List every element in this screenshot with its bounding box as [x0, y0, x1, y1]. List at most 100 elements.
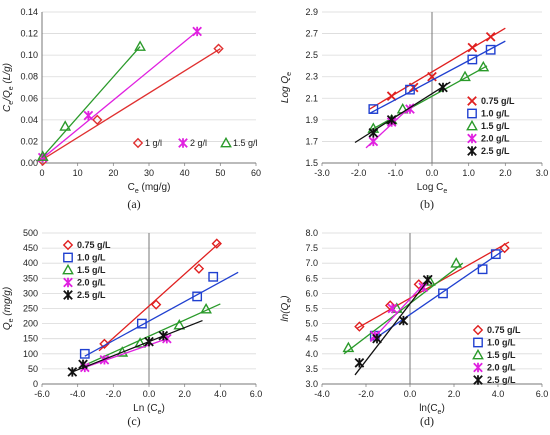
legend-marker	[132, 137, 144, 149]
legend-marker	[472, 324, 484, 336]
y-axis-label-part: C	[2, 104, 13, 112]
panel-label: (d)	[420, 414, 434, 428]
data-point	[211, 238, 222, 249]
x-axis-label-main: ln(C	[419, 403, 437, 414]
x-tick-label: -1.0	[388, 168, 404, 178]
y-tick-label: 300	[23, 288, 38, 298]
trend-line	[369, 40, 506, 114]
legend-marker	[472, 348, 484, 360]
y-axis-label-part: e	[8, 86, 15, 90]
legend-marker	[178, 138, 188, 148]
legend-label: 1.0 g/L	[487, 338, 516, 348]
series-b-4	[354, 81, 451, 144]
y-tick-label: 3.0	[305, 379, 318, 389]
legend-marker	[220, 136, 232, 148]
data-point	[173, 318, 186, 330]
data-point	[499, 242, 510, 254]
legend-marker	[63, 252, 73, 263]
legend-label: 1.0 g/L	[481, 109, 510, 119]
data-point	[485, 44, 496, 55]
data-point	[477, 264, 488, 275]
data-point	[136, 318, 147, 329]
x-tick-label: -2.0	[106, 389, 122, 399]
series-a-2	[36, 40, 146, 161]
legend-label: 0.75 g/L	[487, 325, 521, 335]
trend-line	[343, 262, 464, 355]
x-axis-label-sub: e	[438, 409, 442, 416]
trend-line	[41, 46, 141, 159]
y-tick-label: 0.02	[20, 136, 38, 146]
y-tick-label: 2.7	[305, 29, 318, 39]
legend-label: 2.0 g/L	[487, 363, 516, 373]
legend-label: 1.5 g/L	[487, 350, 516, 360]
data-point	[372, 333, 382, 344]
legend-label: 1 g/l	[145, 138, 162, 148]
data-point	[387, 303, 398, 314]
x-tick-label: 0.0	[143, 389, 156, 399]
x-tick-label: 2.0	[178, 389, 191, 399]
y-tick-label: 0.08	[20, 72, 38, 82]
x-axis-label: ln(Ce)	[419, 403, 445, 416]
data-point	[36, 150, 49, 161]
legend-label: 2.0 g/L	[77, 278, 106, 288]
data-point	[59, 120, 72, 131]
y-tick-label: 0.06	[20, 93, 38, 103]
y-tick-label: 6.5	[305, 273, 318, 283]
legend-label: 2.5 g/L	[77, 290, 106, 300]
x-tick-label: 40	[180, 168, 190, 178]
legend-marker	[466, 119, 478, 131]
x-tick-label: 0.0	[426, 168, 439, 178]
chart-panel-d: 3.0 3.5 4.0 4.5 5.0 5.5 6.0 6.5 7.0 7.5 8.0 -4.0 -2.…	[280, 228, 548, 428]
data-point	[438, 82, 448, 93]
y-tick-label: 4.5	[305, 334, 318, 344]
panel-label: (c)	[127, 414, 140, 428]
legend-marker	[63, 277, 73, 288]
legend-marker	[473, 375, 483, 385]
x-axis-label-rest: (mg/g)	[139, 182, 171, 193]
data-point	[208, 271, 219, 282]
data-point	[438, 288, 448, 299]
y-tick-label: 500	[23, 228, 38, 238]
data-point	[368, 136, 379, 147]
y-tick-label: 0.14	[20, 7, 38, 17]
legend-label: 2.5 g/L	[487, 375, 516, 385]
y-tick-label: 1.9	[305, 115, 318, 125]
series-c-3	[79, 333, 172, 373]
x-tick-label: 0.0	[404, 389, 417, 399]
legend-label: 1.5 g/L	[481, 121, 510, 131]
legend-marker	[62, 263, 74, 275]
data-point	[67, 367, 78, 377]
x-axis-label-sub: e	[443, 188, 447, 195]
data-point	[192, 291, 203, 302]
data-point	[134, 40, 146, 51]
y-tick-label: 400	[23, 258, 38, 268]
legend-marker	[467, 108, 477, 119]
x-tick-label: 4.0	[492, 389, 505, 399]
trend-line	[41, 48, 221, 161]
trend-line	[354, 274, 433, 376]
y-axis-label-part: e	[8, 101, 15, 105]
y-tick-label: 1.5	[305, 158, 318, 168]
x-axis-label-main: Ln (C	[133, 403, 157, 414]
y-axis-label-part: )	[280, 295, 291, 299]
y-axis-label-part: (mg/g)	[2, 287, 13, 319]
legend-label: 2.5 g/L	[481, 146, 510, 156]
x-axis-label-sub: e	[158, 409, 162, 416]
series-b-1	[368, 40, 506, 114]
chart-panel-a: 0.00 0.02 0.04 0.06 0.08 0.10 0.12 0.14 0 10 20 30 4…	[2, 7, 261, 211]
y-tick-label: 0.00	[20, 158, 38, 168]
legend-marker	[62, 239, 74, 251]
x-tick-label: 10	[73, 168, 83, 178]
data-point	[192, 26, 202, 37]
x-tick-label: 2.0	[499, 168, 512, 178]
x-tick-label: -6.0	[34, 389, 50, 399]
data-point	[467, 42, 478, 53]
y-tick-label: 2.5	[305, 50, 318, 60]
y-tick-label: 5.5	[305, 304, 318, 314]
series-c-4	[67, 319, 203, 377]
y-axis-label-part: e	[8, 318, 15, 322]
data-point	[368, 127, 379, 138]
legend-marker	[467, 146, 477, 156]
x-tick-label: 30	[144, 168, 154, 178]
data-point	[134, 337, 146, 348]
